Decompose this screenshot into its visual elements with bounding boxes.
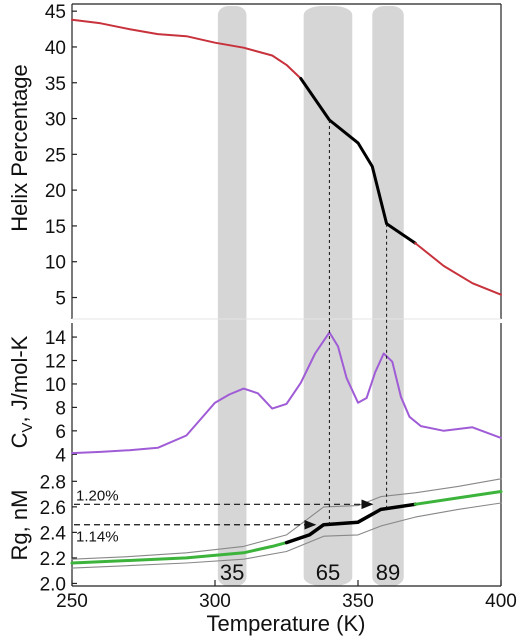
middle-y-axis-title: CV, J/mol-K [7,335,36,448]
top-y-axis-title: Helix Percentage [7,64,32,232]
region-label-0: 35 [220,560,244,585]
y-tick-label-1-1: 6 [55,422,66,443]
y-tick-label-0-1: 10 [45,253,66,274]
x-tick-label-3: 400 [485,591,517,612]
highlight-region-1 [303,6,353,586]
middle-y-axis-title-sub: V [19,422,36,432]
y-tick-label-0-8: 45 [45,2,66,23]
y-tick-label-0-7: 40 [45,38,66,59]
highlight-region-2 [372,6,404,586]
x-tick-label-1: 300 [199,591,231,612]
series-line-2-4 [71,502,502,569]
series [70,18,503,569]
y-tick-label-0-4: 25 [45,145,66,166]
y-tick-label-0-3: 20 [45,181,66,202]
middle-y-axis-title-rest: , J/mol-K [7,335,32,422]
y-tick-label-1-2: 8 [55,398,66,419]
middle-y-axis-title-main: C [7,432,32,448]
y-tick-label-0-6: 35 [45,74,66,95]
x-tick-label-0: 250 [56,591,88,612]
bottom-y-axis-title: Rg, nM [7,490,32,561]
y-tick-label-2-0: 2.0 [40,574,66,595]
region-label-2: 89 [376,560,400,585]
y-tick-label-2-2: 2.4 [40,523,67,544]
series-line-2-0 [70,541,288,565]
y-tick-label-0-5: 30 [45,110,66,131]
x-tick-label-2: 350 [342,591,374,612]
y-tick-label-0-0: 5 [55,289,66,310]
tick-labels: 510152025303540454681012142.02.22.42.62.… [40,2,517,612]
annotation-label-1: 1.14% [76,529,119,546]
region-label-1: 65 [316,560,340,585]
series-line-1-0 [71,331,502,455]
vertical-markers [328,119,388,525]
y-tick-label-2-3: 2.6 [40,498,66,519]
y-tick-label-2-1: 2.2 [40,549,66,570]
series-line-0-0 [71,18,302,80]
y-tick-label-1-5: 14 [45,328,67,349]
highlight-region-0 [217,6,247,586]
y-tick-label-2-4: 2.8 [40,472,66,493]
highlight-regions: 35 65 89 [217,6,404,586]
y-tick-label-1-4: 12 [45,352,66,373]
axes [71,3,502,587]
y-tick-label-1-3: 10 [45,375,66,396]
y-tick-label-0-2: 15 [45,217,66,238]
series-line-2-3 [71,478,502,560]
y-tick-label-1-0: 4 [55,445,66,466]
series-line-2-2 [413,490,503,506]
series-line-0-2 [414,242,502,296]
annotation-label-0: 1.20% [76,487,119,504]
x-axis-title: Temperature (K) [207,611,366,636]
series-line-0-1 [299,77,417,245]
annotations: 1.20% 1.14% [74,487,374,546]
